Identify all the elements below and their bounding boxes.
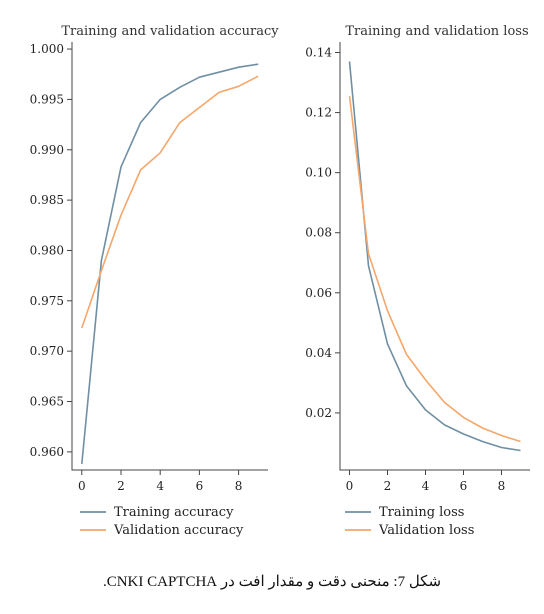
accuracy-y-tick-label: 0.990: [30, 143, 64, 157]
loss-chart: Training and validation loss 0.02 0.04 0.06…: [305, 24, 530, 538]
accuracy-y-tick-label: 0.965: [30, 395, 64, 409]
loss-series-line-validation: [348, 96, 521, 443]
accuracy-y-tick-label: 0.985: [30, 193, 64, 207]
accuracy-axes: [71, 42, 268, 471]
accuracy-y-tick-label: 1.000: [30, 42, 64, 56]
accuracy-series-line-training: [81, 63, 259, 465]
accuracy-x-tick-label: 8: [235, 479, 243, 493]
loss-x-tick-label: 8: [498, 479, 506, 493]
loss-y-tick-label: 0.12: [305, 106, 332, 120]
loss-series-line-training: [348, 61, 521, 452]
loss-axes: [339, 42, 530, 471]
accuracy-y-tick-label: 0.995: [30, 92, 64, 106]
accuracy-chart: Training and validation accuracy 0.960 0.9…: [30, 24, 280, 538]
loss-legend-label: Training loss: [379, 505, 464, 520]
loss-x-tick-label: 6: [460, 479, 468, 493]
loss-y-tick-label: 0.08: [305, 226, 332, 240]
accuracy-x-tick-label: 6: [196, 479, 204, 493]
accuracy-x-tick-label: 4: [156, 479, 164, 493]
accuracy-legend-label: Training accuracy: [114, 505, 234, 520]
figure: Training and validation accuracy 0.960 0.9…: [30, 24, 530, 538]
accuracy-y-tick-label: 0.970: [30, 344, 64, 358]
loss-y-tick-label: 0.10: [305, 166, 332, 180]
accuracy-series-line-validation: [81, 75, 259, 329]
loss-chart-title: Training and validation loss: [345, 24, 528, 39]
loss-y-tick-label: 0.06: [305, 286, 332, 300]
accuracy-y-tick-label: 0.980: [30, 243, 64, 257]
loss-y-tick-label: 0.14: [305, 46, 332, 60]
accuracy-x-tick-label: 2: [117, 479, 125, 493]
loss-y-tick-label: 0.02: [305, 406, 332, 420]
accuracy-legend-label: Validation accuracy: [113, 523, 244, 538]
figure-caption: شکل 7: منحنی دقت و مقدار افت در CNKI CAP…: [102, 574, 442, 590]
accuracy-y-tick-label: 0.960: [30, 445, 64, 459]
loss-y-tick-label: 0.04: [305, 346, 332, 360]
loss-legend-label: Validation loss: [378, 523, 474, 538]
loss-x-tick-label: 0: [346, 479, 354, 493]
accuracy-y-tick-label: 0.975: [30, 294, 64, 308]
accuracy-chart-title: Training and validation accuracy: [61, 24, 279, 39]
loss-x-tick-label: 2: [384, 479, 392, 493]
accuracy-x-tick-label: 0: [78, 479, 86, 493]
loss-x-tick-label: 4: [422, 479, 430, 493]
